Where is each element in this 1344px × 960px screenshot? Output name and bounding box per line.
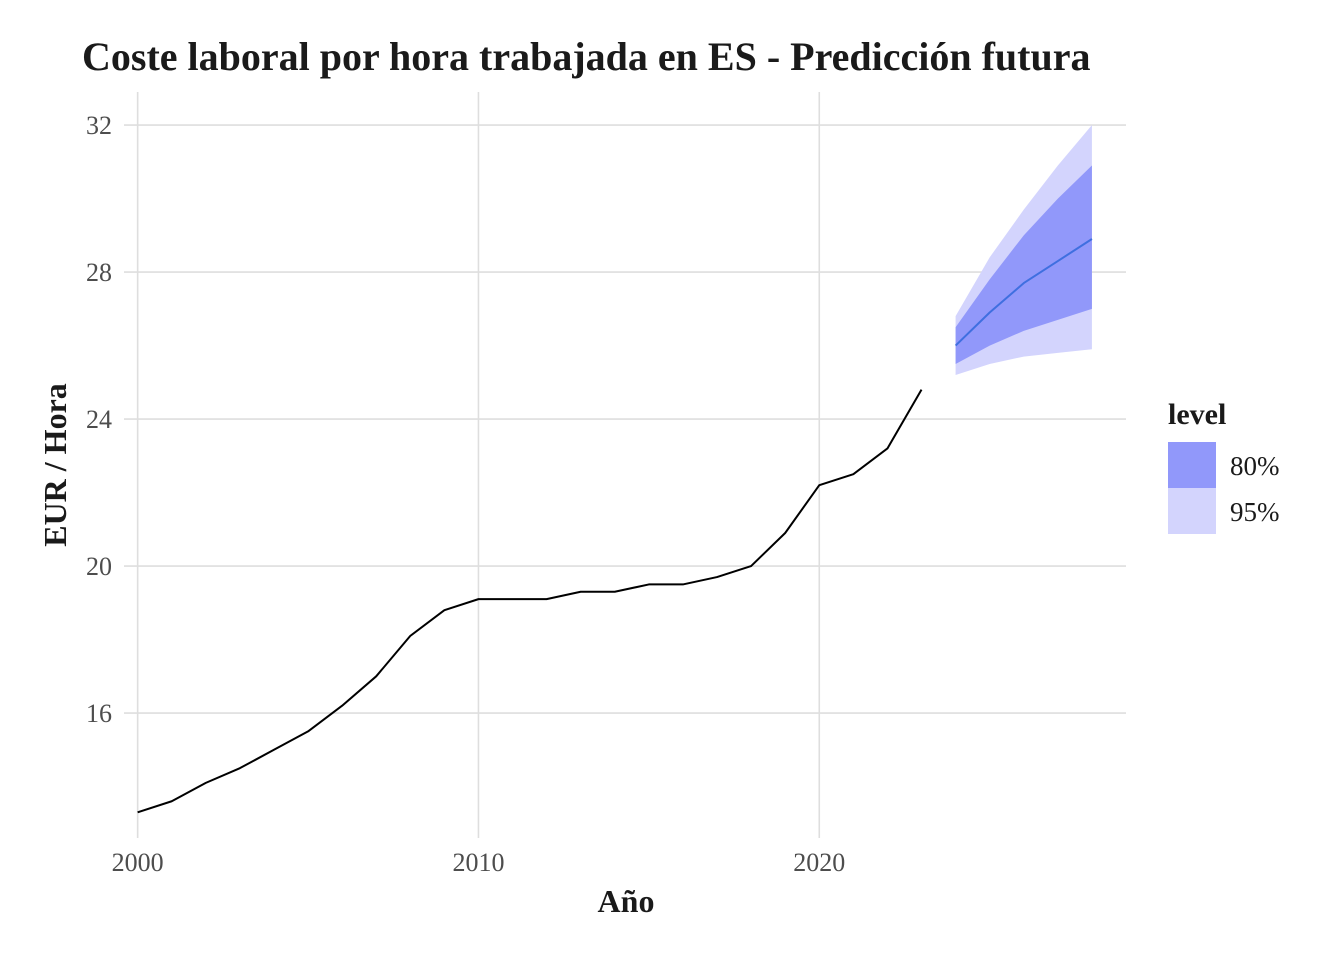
axis-ticks: 16 20 24 28 32 2000 2010 2020 [86, 111, 845, 877]
y-tick-label: 28 [86, 258, 112, 287]
y-tick-label: 32 [86, 111, 112, 140]
band-80 [955, 165, 1092, 364]
x-tick-label: 2000 [112, 848, 164, 877]
x-axis-title: Año [598, 883, 655, 919]
legend-key-80 [1168, 442, 1216, 488]
forecast-bands [955, 125, 1092, 375]
x-tick-label: 2020 [793, 848, 845, 877]
y-tick-label: 16 [86, 699, 112, 728]
forecast-mean-line [954, 238, 1093, 347]
chart-title: Coste laboral por hora trabajada en ES -… [82, 34, 1091, 79]
legend: level 80% 95% [1168, 398, 1280, 534]
legend-label: 80% [1230, 451, 1280, 481]
y-axis-title: EUR / Hora [37, 383, 73, 547]
legend-key-95 [1168, 488, 1216, 534]
grid-lines [124, 92, 1126, 838]
series-lines [137, 238, 1093, 814]
legend-label: 95% [1230, 497, 1280, 527]
legend-title: level [1168, 398, 1226, 431]
history-line [137, 389, 923, 814]
y-tick-label: 20 [86, 552, 112, 581]
y-tick-label: 24 [86, 405, 112, 434]
x-tick-label: 2010 [452, 848, 504, 877]
